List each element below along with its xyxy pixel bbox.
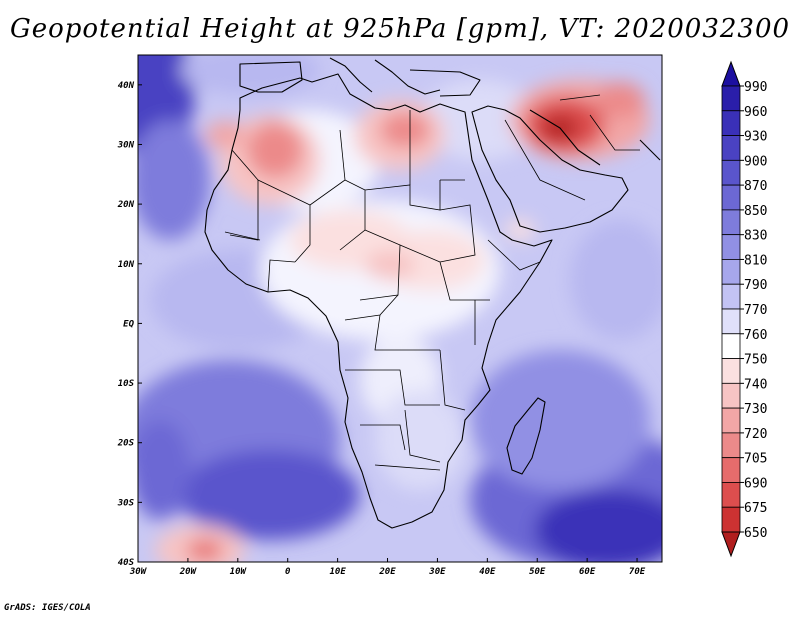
x-tick-label: 70E [629,567,646,577]
colorbar-box [721,407,741,434]
field-northwest-africa-low [247,122,303,178]
field-ethiopia [505,220,535,240]
field-libya-low [380,112,430,148]
madagascar-coastline [506,397,546,475]
colorbar-label: 720 [744,427,767,442]
colorbar-box [721,506,741,533]
y-tick-label: 30S [117,498,135,508]
field-indian-ocean-high [535,490,662,562]
colorbar-box [721,283,741,310]
turkey-coastline [409,69,481,97]
x-tick-label: 10E [329,567,346,577]
x-tick-label: 60E [579,567,596,577]
field-morocco-low [205,121,245,149]
colorbar-bottom-arrow [721,531,741,558]
grads-credit: GrADS: IGES/COLA [4,603,91,613]
colorbar-box [721,333,741,359]
x-tick-label: 50E [529,567,546,577]
colorbar-label: 770 [744,303,767,318]
colorbar-box [721,259,741,285]
y-tick-label: EQ [123,319,134,329]
y-tick-label: 10N [118,260,135,270]
chart-title: Geopotential Height at 925hPa [gpm], VT:… [9,14,791,44]
colorbar-box [721,184,741,211]
colorbar-box [721,234,741,260]
colorbar-label: 990 [744,80,767,95]
field-mediterranean-west [180,55,320,95]
colorbar-label: 650 [744,526,767,541]
height-field [138,55,662,562]
africa-coastline [204,73,553,529]
colorbar-label: 750 [744,353,767,368]
colorbar-label: 930 [744,130,767,145]
colorbar-label: 705 [744,452,767,467]
colorbar-box [721,135,741,161]
colorbar-box [721,110,741,136]
field-south-atlantic-low [187,540,223,560]
colorbar-label: 690 [744,476,767,491]
italy-coastline [329,57,373,93]
field-iran-low [595,82,645,118]
colorbar-label: 760 [744,328,767,343]
colorbar-label: 960 [744,105,767,120]
colorbar-box [721,209,741,236]
field-north-atlantic-edge [138,120,210,240]
y-tick-label: 20N [117,200,135,210]
colorbar-top-arrow [721,60,741,87]
colorbar-label: 675 [744,501,767,516]
y-tick-label: 20S [117,439,135,449]
field-egypt [420,80,540,160]
country-borders [224,94,640,471]
x-tick-label: 10W [230,567,248,577]
iberia-coastline [239,61,303,93]
y-tick-label: 40N [118,81,135,91]
field-sahel-core [365,250,415,280]
colorbar: 990 960 930 900 870 850 830 810 790 770 760 750 740 7… [721,60,767,558]
y-tick-label: 30N [117,140,135,150]
balkans-coastline [374,59,441,95]
x-tick-label: 30W [129,567,148,577]
x-tick-label: 30E [428,567,446,577]
colorbar-box [721,457,741,483]
colorbar-box [721,85,741,112]
colorbar-label: 830 [744,229,767,244]
colorbar-box [721,308,741,335]
x-axis: 30W 20W 10W 0 10E 20E 30E 40E 50E 60E 70E [129,558,646,577]
colorbar-label: 810 [744,253,767,268]
colorbar-label: 740 [744,377,767,392]
y-axis: 40N 30N 20N 10N EQ 10S 20S 30S 40S [117,81,142,568]
colorbar-label: 900 [744,154,767,169]
x-tick-label: 0 [285,567,291,577]
x-tick-label: 20E [378,567,396,577]
y-tick-label: 10S [118,379,135,389]
colorbar-label: 870 [744,179,767,194]
colorbar-box [721,358,741,384]
colorbar-box [721,382,741,409]
colorbar-box [721,482,741,508]
colorbar-box [721,432,741,459]
persian-gulf-coastline [529,109,601,166]
x-tick-label: 20W [179,567,198,577]
field-arabian-sea [570,220,662,340]
field-indian-ocean-outer [470,350,650,490]
colorbar-label: 730 [744,402,767,417]
field-southern-africa [375,390,465,490]
plot-frame [137,54,663,563]
field-south-atlantic-high [180,450,360,540]
x-tick-label: 40E [479,567,496,577]
field-south-atlantic-west [138,420,190,520]
colorbar-label: 790 [744,278,767,293]
india-coastline [639,139,661,161]
arabia-coastline [471,105,629,233]
colorbar-box [721,159,741,186]
coastlines [204,57,661,529]
y-tick-label: 40S [118,558,135,568]
colorbar-label: 850 [744,204,767,219]
